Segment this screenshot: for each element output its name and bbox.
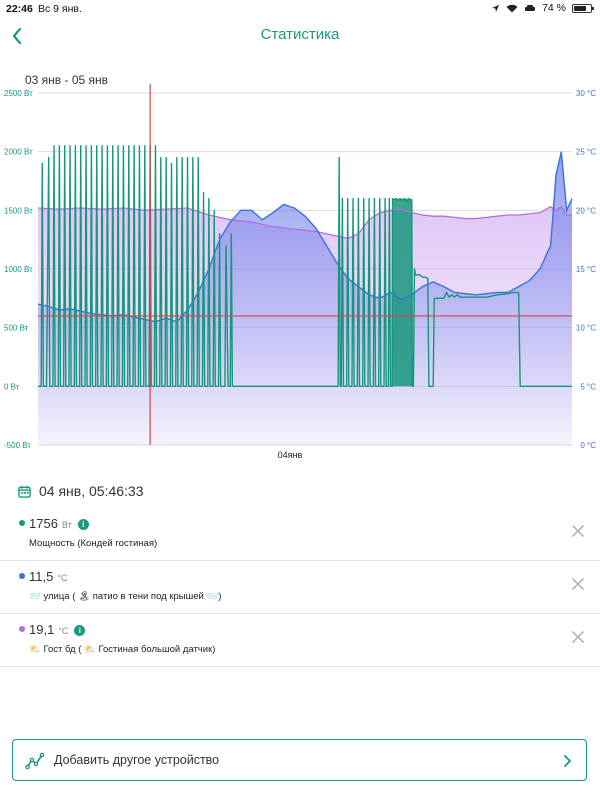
- location-icon: [491, 4, 500, 12]
- left-tick-label: 2500 Вт: [4, 89, 33, 98]
- series-area-outdoor-temp: [38, 151, 572, 445]
- status-right: 74 %: [491, 2, 594, 14]
- battery-icon: [572, 3, 594, 13]
- left-tick-label: -500 Вт: [4, 441, 31, 450]
- left-tick-label: 2000 Вт: [4, 148, 33, 157]
- back-button[interactable]: [6, 22, 30, 50]
- statistics-chart[interactable]: 2500 Вт 2000 Вт 1500 Вт 1000 Вт 500 Вт 0 Вт -5…: [0, 84, 600, 464]
- series-color-dot: [19, 573, 25, 579]
- status-bar: 22:46 Вс 9 янв. 74 %: [0, 0, 600, 18]
- add-device-button[interactable]: Добавить другое устройство: [12, 739, 587, 781]
- reading-row: 11,5 °C 📨 улица ( 🏝 патио в тени под крыш…: [0, 562, 600, 614]
- reading-device-name: 📨 улица ( 🏝 патио в тени под крышей 📨): [29, 591, 222, 602]
- reading-row: 19,1 °C i ⛅ Гост бд ( ⛅ Гостиная большой д…: [0, 615, 600, 667]
- reading-row: 1756 Вт i Мощность (Кондей гостиная): [0, 509, 600, 561]
- chevron-left-icon: [12, 27, 22, 45]
- close-icon[interactable]: [570, 523, 586, 539]
- add-device-label: Добавить другое устройство: [54, 753, 220, 767]
- nav-bar: Статистика: [0, 18, 600, 54]
- reading-unit: Вт: [61, 520, 72, 530]
- close-icon[interactable]: [570, 629, 586, 645]
- left-tick-label: 0 Вт: [4, 382, 20, 391]
- right-tick-label: 10 °C: [576, 324, 596, 333]
- power-dense-band: [392, 198, 413, 387]
- right-tick-label: 25 °C: [576, 148, 596, 157]
- series-color-dot: [19, 520, 25, 526]
- x-tick-label: 04янв: [278, 450, 303, 460]
- info-icon[interactable]: i: [74, 625, 86, 636]
- series-line-power: [38, 145, 572, 388]
- close-icon[interactable]: [570, 576, 586, 592]
- status-date: Вс 9 янв.: [38, 3, 82, 15]
- calendar-icon: [18, 485, 31, 498]
- page-title: Статистика: [260, 26, 340, 43]
- status-time: 22:46: [6, 3, 33, 15]
- right-tick-label: 15 °C: [576, 265, 596, 274]
- right-tick-label: 30 °C: [576, 89, 596, 98]
- left-tick-label: 1500 Вт: [4, 206, 33, 215]
- right-tick-label: 0 °C: [580, 441, 596, 450]
- left-tick-label: 500 Вт: [4, 324, 29, 333]
- reading-value-line: 11,5 °C: [29, 569, 67, 584]
- reading-datetime-row: 04 янв, 05:46:33: [18, 483, 144, 499]
- wifi-icon: [506, 4, 518, 12]
- reading-value: 11,5: [29, 569, 54, 584]
- reading-value: 19,1: [29, 622, 55, 637]
- reading-datetime: 04 янв, 05:46:33: [39, 483, 144, 499]
- reading-value: 1756: [29, 516, 58, 531]
- chart-line-icon: [25, 752, 45, 770]
- reading-device-name: ⛅ Гост бд ( ⛅ Гостиная большой датчик): [29, 644, 216, 655]
- series-line-outdoor-temp: [37, 151, 573, 323]
- reading-unit: °C: [58, 626, 69, 636]
- right-tick-label: 20 °C: [576, 206, 596, 215]
- series-color-dot: [19, 626, 25, 632]
- info-icon[interactable]: i: [77, 519, 89, 530]
- left-tick-label: 1000 Вт: [4, 265, 33, 274]
- reading-value-line: 19,1 °C i: [29, 622, 86, 637]
- battery-percent: 74 %: [542, 2, 566, 14]
- chevron-right-icon: [564, 755, 571, 767]
- reading-unit: °C: [57, 573, 68, 583]
- right-tick-label: 5 °C: [580, 382, 596, 391]
- reading-device-name: Мощность (Кондей гостиная): [29, 538, 158, 549]
- date-range: 03 янв - 05 янв: [25, 73, 109, 87]
- car-icon: [525, 4, 536, 11]
- reading-value-line: 1756 Вт i: [29, 516, 89, 531]
